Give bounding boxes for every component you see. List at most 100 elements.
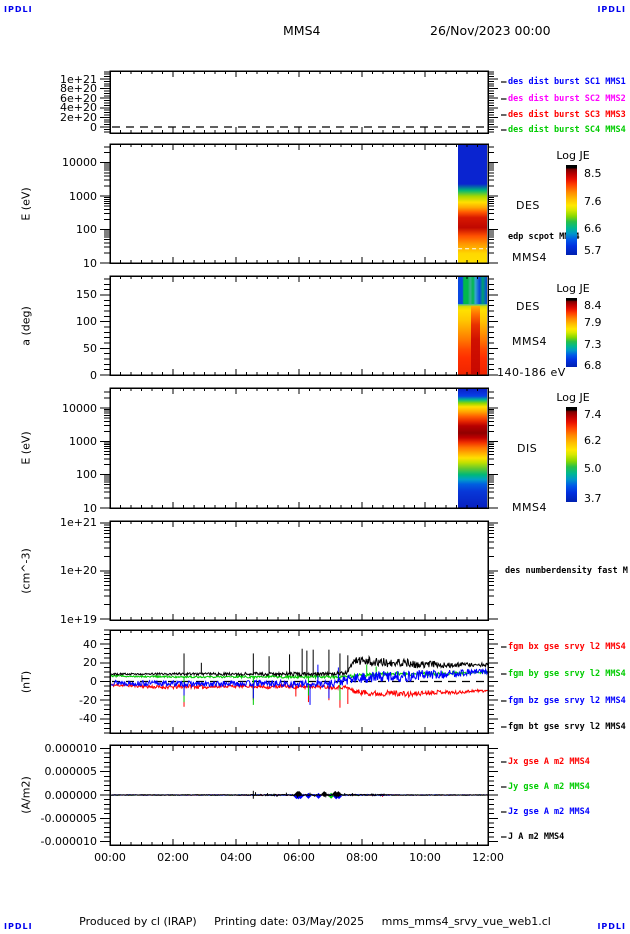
panel-frame-fgm-magnetic-field <box>109 629 489 734</box>
side-label: 140-186 eV <box>497 366 566 379</box>
y-axis-label: E (eV) <box>19 186 33 221</box>
y-tick-label: 1e+21 <box>60 516 97 530</box>
colorbar-tick-label: 7.3 <box>584 337 602 351</box>
colorbar-title: Log JE <box>556 391 590 404</box>
y-tick-label: 1000 <box>69 434 97 448</box>
y-tick-label: 10000 <box>62 401 97 415</box>
panel-frame-current-density <box>109 744 489 846</box>
y-axis-label: E (eV) <box>19 431 33 465</box>
x-tick-label: 12:00 <box>472 851 504 864</box>
watermark-top-right: IPDLI <box>597 5 626 14</box>
x-tick-label: 00:00 <box>94 851 126 864</box>
y-tick-label: 0 <box>90 368 97 382</box>
side-label: DES <box>516 199 540 212</box>
spectrogram-dis-energy-spectrogram-layer0 <box>458 388 488 508</box>
footer-produced-by: Produced by cl (IRAP) <box>79 915 197 928</box>
axis-ticks-panel2 <box>100 276 498 376</box>
y-tick-label: 0 <box>90 120 97 134</box>
legend-des-dist-burst-SC2-MMS2: des dist burst SC2 MMS2 <box>508 93 626 104</box>
side-label: MMS4 <box>512 501 547 514</box>
x-tick-label: 06:00 <box>283 851 315 864</box>
side-label: edp scpot MMS4 <box>508 232 580 242</box>
footer: Produced by cl (IRAP) Printing date: 03/… <box>0 915 630 928</box>
colorbar <box>566 407 577 502</box>
y-tick-label: 2e+20 <box>60 110 97 124</box>
y-tick-label: 0.000000 <box>44 788 98 802</box>
y-tick-label: 100 <box>76 315 97 329</box>
y-tick-label: 1e+19 <box>60 612 97 626</box>
colorbar-tick-label: 7.4 <box>584 407 602 421</box>
colorbar-tick-label: 8.4 <box>584 298 602 312</box>
y-tick-label: 4e+20 <box>60 101 97 115</box>
y-tick-label: 150 <box>76 288 97 302</box>
marker-diamond <box>321 791 328 798</box>
y-tick-label: -0.000010 <box>40 835 97 849</box>
axis-ticks-panel1 <box>100 144 498 264</box>
x-tick-label: 02:00 <box>157 851 189 864</box>
series-fgm-bt-gse-srvy-l2-MMS4 <box>110 654 489 678</box>
y-tick-label: 100 <box>76 468 97 482</box>
colorbar-tick-label: 7.9 <box>584 315 602 329</box>
x-tick-label: 08:00 <box>346 851 378 864</box>
legend-des-dist-burst-SC1-MMS1: des dist burst SC1 MMS1 <box>508 76 626 87</box>
y-tick-label: 8e+20 <box>60 82 97 96</box>
colorbar-tick-label: 6.6 <box>584 221 602 235</box>
y-axis-label: (A/m2) <box>19 776 33 814</box>
y-tick-label: 40 <box>83 637 97 651</box>
colorbar-tick-label: 7.6 <box>584 194 602 208</box>
watermark-bottom-right: IPDLI <box>597 922 626 931</box>
axis-ticks-panel0 <box>100 71 498 133</box>
side-label: DIS <box>517 442 538 455</box>
colorbar-tick-label: 6.2 <box>584 433 602 447</box>
y-tick-label: 10 <box>83 256 97 270</box>
start-datetime: 26/Nov/2023 00:00 <box>430 23 551 38</box>
footer-script-name: mms_mms4_srvy_vue_web1.cl <box>381 915 551 928</box>
side-label: MMS4 <box>512 251 547 264</box>
y-tick-label: 20 <box>83 656 97 670</box>
y-axis-label: (nT) <box>19 670 33 693</box>
watermark-top-left: IPDLI <box>4 5 33 14</box>
colorbar-tick-label: 5.7 <box>584 243 602 257</box>
colorbar-tick-label: 3.7 <box>584 491 602 505</box>
colorbar-title: Log JE <box>556 282 590 295</box>
legend-Jy-gse-A-m2-MMS4: Jy gse A m2 MMS4 <box>508 781 590 792</box>
series-fgm-bz-gse-srvy-l2-MMS4 <box>109 667 489 689</box>
y-tick-label: 50 <box>83 341 97 355</box>
marker-diamond <box>296 790 302 797</box>
panel-frame-dis-energy-spectrogram <box>109 387 489 509</box>
x-tick-label: 04:00 <box>220 851 252 864</box>
legend-fgm-bx-gse-srvy-l2-MMS4: fgm bx gse srvy l2 MMS4 <box>508 641 626 652</box>
legend-Jx-gse-A-m2-MMS4: Jx gse A m2 MMS4 <box>508 756 590 767</box>
marker-diamond <box>315 792 322 799</box>
colorbar-title: Log JE <box>556 149 590 162</box>
colorbar-tick-label: 6.8 <box>584 358 602 372</box>
axis-ticks-panel4 <box>100 521 498 620</box>
y-tick-label: 100 <box>76 223 97 237</box>
y-tick-label: 1e+20 <box>60 564 97 578</box>
colorbar <box>566 165 577 255</box>
panel-frame-des-dist-burst <box>109 70 489 134</box>
y-tick-label: 10000 <box>62 156 97 170</box>
side-label: DES <box>516 300 540 313</box>
panel-frame-des-pitch-angle-spectrogram <box>109 275 489 376</box>
footer-printing-date: Printing date: 03/May/2025 <box>214 915 365 928</box>
side-label: des numberdensity fast M <box>505 566 628 576</box>
panel-frame-des-numberdensity <box>109 520 489 621</box>
axis-ticks-panel3 <box>100 388 498 509</box>
colorbar-tick-label: 5.0 <box>584 461 602 475</box>
y-tick-label: 6e+20 <box>60 91 97 105</box>
y-tick-label: -20 <box>79 693 97 707</box>
y-tick-label: 0.000010 <box>44 741 98 755</box>
y-tick-label: 0 <box>90 675 97 688</box>
colorbar <box>566 298 577 367</box>
marker-diamond <box>335 791 342 798</box>
y-axis-label: a (deg) <box>19 305 33 346</box>
x-tick-label: 10:00 <box>409 851 441 864</box>
panel-frame-des-energy-spectrogram <box>109 143 489 264</box>
legend-J-A-m2-MMS4: J A m2 MMS4 <box>508 831 565 842</box>
legend-Jz-gse-A-m2-MMS4: Jz gse A m2 MMS4 <box>508 806 590 817</box>
watermark-bottom-left: IPDLI <box>4 922 33 931</box>
y-tick-label: -40 <box>79 712 97 726</box>
y-tick-label: 1e+21 <box>60 72 97 86</box>
